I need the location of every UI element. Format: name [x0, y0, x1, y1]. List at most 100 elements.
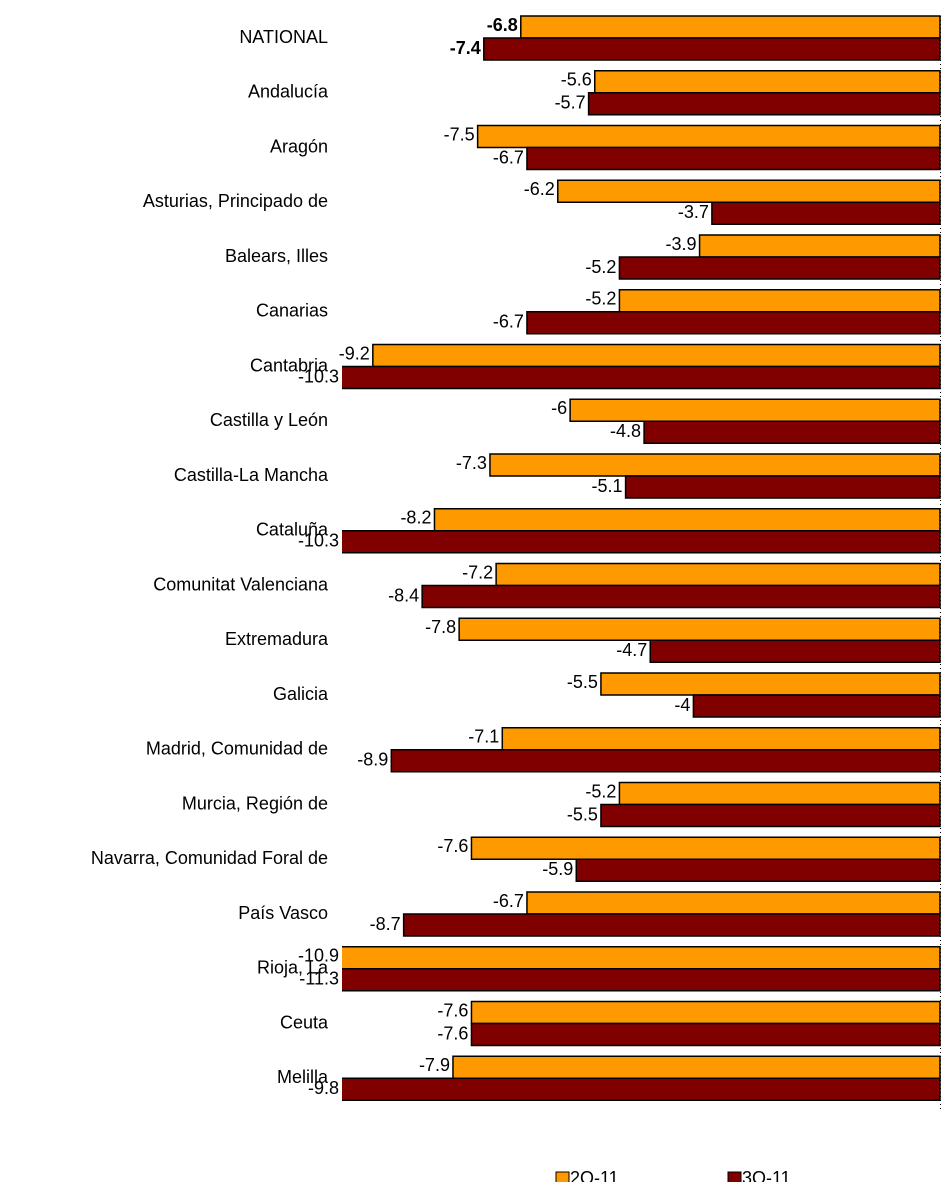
bar [618, 289, 941, 313]
bar [711, 201, 941, 225]
category-label: Cantabria [250, 355, 329, 375]
category-label: Andalucía [248, 82, 329, 102]
category-label: Comunitat Valenciana [153, 574, 329, 594]
bar [495, 562, 941, 587]
data-label: -5.9 [542, 859, 573, 879]
data-label: -9.2 [339, 343, 370, 363]
data-label: -7.2 [462, 562, 493, 582]
data-label: -4.7 [616, 640, 647, 660]
bar [421, 584, 941, 609]
data-label: -10.3 [298, 366, 339, 386]
data-label: -5.5 [567, 804, 598, 824]
category-label: Melilla [277, 1067, 329, 1087]
category-label: Rioja, La [257, 958, 329, 978]
bar [342, 530, 941, 554]
bar [624, 475, 941, 499]
data-label: -4.8 [610, 421, 641, 441]
category-label: Extremadura [225, 629, 329, 649]
category-label: Navarra, Comunidad Foral de [91, 848, 328, 868]
bar [476, 124, 941, 149]
data-label: -7.4 [450, 38, 481, 58]
data-label: -8.7 [370, 914, 401, 934]
data-label: -3.9 [666, 234, 697, 254]
bar [526, 311, 941, 335]
bar [402, 913, 941, 937]
data-label: -8.9 [357, 750, 388, 770]
data-label: -7.6 [437, 836, 468, 856]
data-label: -7.3 [456, 453, 487, 473]
bar [569, 398, 941, 422]
data-label: -10.3 [298, 531, 339, 551]
bar [342, 946, 941, 970]
data-label: -5.1 [592, 476, 623, 496]
category-label: Aragón [270, 136, 328, 156]
bar [643, 420, 941, 444]
bar [470, 836, 941, 860]
bar [618, 256, 941, 280]
data-label: -8.2 [400, 508, 431, 528]
data-label: -6.8 [487, 15, 518, 35]
data-label: -5.7 [555, 93, 586, 113]
data-label: -7.6 [437, 1000, 468, 1020]
category-label: Madrid, Comunidad de [146, 739, 328, 759]
bar [698, 234, 941, 258]
category-label: Murcia, Región de [182, 793, 328, 813]
bar [520, 15, 941, 39]
bar [557, 179, 941, 203]
data-label: -3.7 [678, 202, 709, 222]
data-label: -7.5 [444, 124, 475, 144]
data-label: -7.1 [468, 727, 499, 747]
legend-label: 2Q-11 [570, 1168, 619, 1182]
bar [501, 727, 941, 751]
bar [587, 92, 941, 116]
legend-swatch [555, 1171, 570, 1182]
data-label: -6.2 [524, 179, 555, 199]
bar [575, 858, 941, 882]
data-label: -8.4 [388, 585, 419, 605]
category-label: Balears, Illes [225, 246, 328, 266]
bar [372, 343, 941, 368]
data-label: -5.2 [585, 289, 616, 309]
category-label: País Vasco [238, 903, 328, 923]
bar [600, 672, 941, 696]
data-label: -7.9 [419, 1055, 450, 1075]
category-label: Cataluña [256, 520, 329, 540]
bar [433, 508, 941, 532]
category-label: Ceuta [280, 1012, 329, 1032]
bar [692, 694, 941, 718]
bar [489, 453, 941, 477]
plot-area [342, 15, 941, 1101]
data-label: -6.7 [493, 147, 524, 167]
category-label: Galicia [273, 684, 329, 704]
bar [526, 891, 941, 915]
data-label: -6.7 [493, 891, 524, 911]
legend-swatch [727, 1171, 742, 1182]
data-label: -4 [674, 695, 690, 715]
data-label: -9.8 [308, 1078, 339, 1098]
bar [649, 639, 941, 663]
legend-label: 3Q-11 [742, 1168, 791, 1182]
category-label: Castilla y León [210, 410, 328, 430]
data-label: -5.5 [567, 672, 598, 692]
category-label: Canarias [256, 301, 328, 321]
data-label: -11.3 [299, 969, 339, 989]
data-label: -5.2 [585, 781, 616, 801]
bar [342, 365, 941, 390]
bar [470, 1022, 941, 1047]
category-label: Castilla-La Mancha [174, 465, 329, 485]
bar [526, 146, 941, 171]
bar [600, 803, 941, 828]
data-label: -5.2 [585, 257, 616, 277]
category-label: NATIONAL [239, 27, 328, 47]
data-label: -10.9 [298, 946, 339, 966]
data-label: -7.6 [437, 1023, 468, 1043]
data-label: -6.7 [493, 312, 524, 332]
bar [470, 1000, 941, 1025]
category-label: Asturias, Principado de [143, 191, 328, 211]
bar [390, 749, 941, 773]
data-label: -7.8 [425, 617, 456, 637]
bar [618, 781, 941, 806]
bar [458, 617, 941, 641]
bar [452, 1055, 941, 1079]
